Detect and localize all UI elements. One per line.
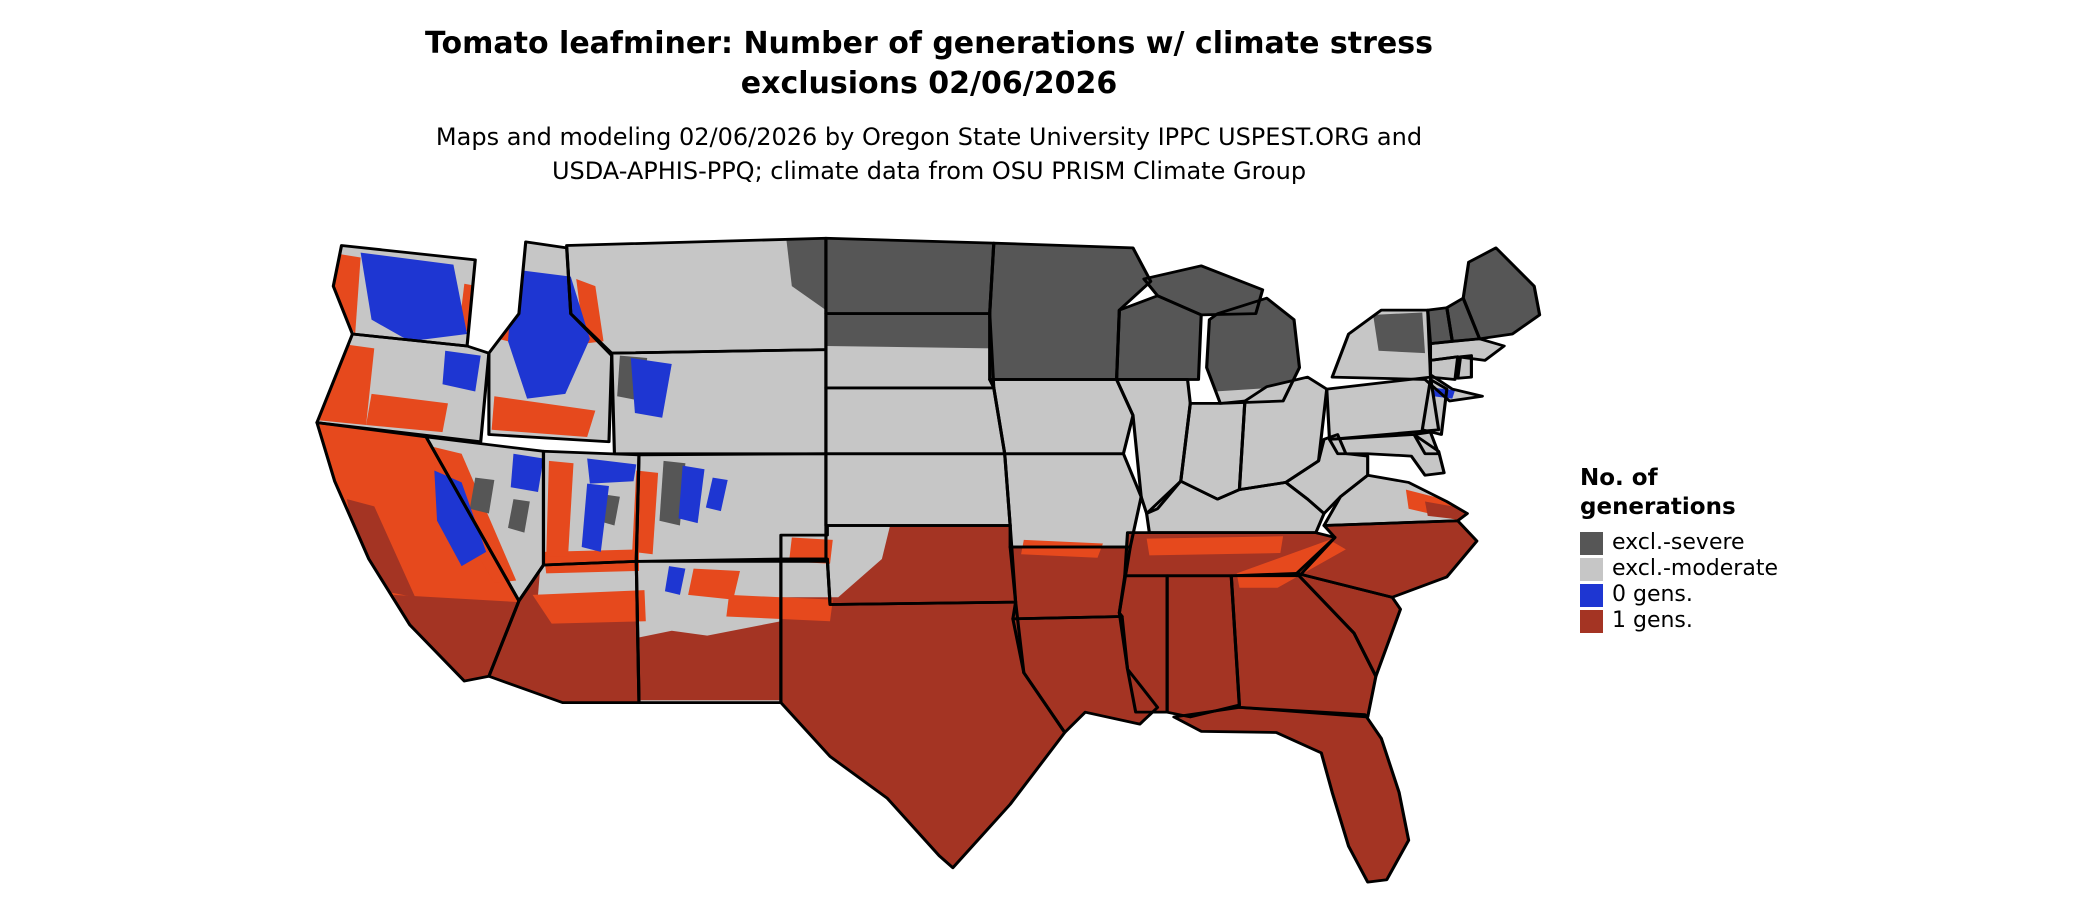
us-generations-map — [315, 236, 1542, 884]
state-iowa — [989, 379, 1133, 454]
map-title-line1: Tomato leafminer: Number of generations … — [425, 26, 1433, 61]
legend-swatch-excl-moderate — [1580, 557, 1603, 581]
state-florida — [1173, 707, 1409, 883]
legend-item-excl-moderate: excl.-moderate — [1580, 556, 1778, 582]
state-alabama — [1167, 575, 1240, 717]
one-generation-overlays — [346, 499, 1471, 701]
legend-item-1-gens: 1 gens. — [1580, 608, 1778, 634]
state-montana — [566, 238, 826, 354]
legend-label-1-gens: 1 gens. — [1612, 608, 1693, 633]
legend-label-excl-moderate: excl.-moderate — [1612, 556, 1778, 581]
legend-item-0-gens: 0 gens. — [1580, 582, 1778, 608]
legend-label-0-gens: 0 gens. — [1612, 582, 1693, 607]
legend-title-line2: generations — [1580, 494, 1736, 520]
legend-title: No. of generations — [1580, 464, 1778, 522]
state-north-dakota — [825, 238, 994, 314]
state-nebraska — [825, 387, 1005, 454]
map-title-line2: exclusions 02/06/2026 — [740, 66, 1118, 101]
legend-label-excl-severe: excl.-severe — [1612, 530, 1745, 555]
legend-swatch-excl-severe — [1580, 531, 1603, 555]
legend-swatch-1-gens — [1580, 609, 1603, 633]
legend-title-line1: No. of — [1580, 465, 1658, 491]
map-subtitle: Maps and modeling 02/06/2026 by Oregon S… — [436, 120, 1422, 188]
state-kansas — [825, 453, 1011, 526]
map-subtitle-line2: USDA-APHIS-PPQ; climate data from OSU PR… — [551, 157, 1307, 185]
map-title: Tomato leafminer: Number of generations … — [425, 24, 1433, 104]
legend-item-excl-severe: excl.-severe — [1580, 530, 1778, 556]
map-subtitle-line1: Maps and modeling 02/06/2026 by Oregon S… — [435, 123, 1423, 151]
legend-items: excl.-severe excl.-moderate 0 gens. 1 ge… — [1580, 530, 1778, 634]
legend: No. of generations excl.-severe excl.-mo… — [1580, 464, 1778, 634]
legend-swatch-0-gens — [1580, 583, 1603, 607]
state-missouri — [1004, 453, 1142, 548]
state-arkansas — [1010, 547, 1131, 619]
